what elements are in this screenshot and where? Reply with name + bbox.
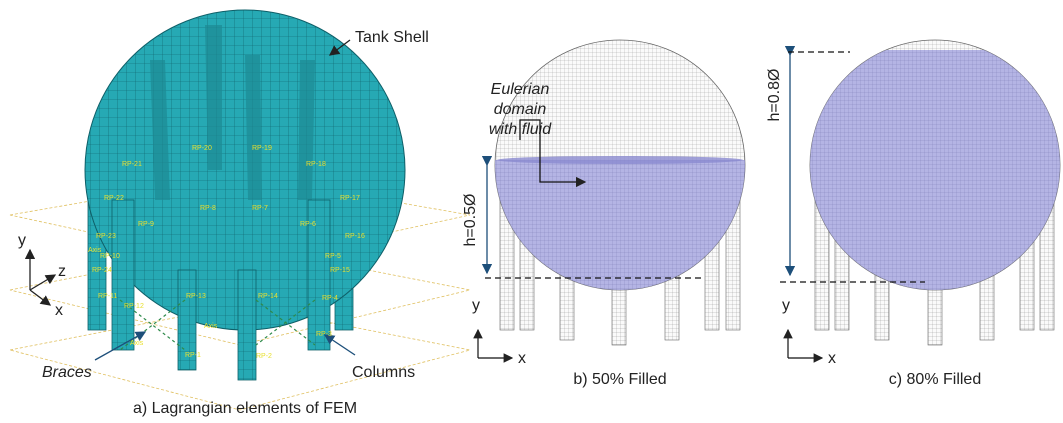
panel-c: h=0.8Ø y x c) 80% Filled [766,40,1060,388]
caption: c) 80% Filled [889,371,981,388]
reference-point-label: RP-23 [96,233,116,240]
annotation-line: Eulerian [491,81,550,98]
reference-point-label: RP-17 [340,195,360,202]
reference-point-label: RP-4 [322,295,338,302]
reference-point-label: RP-5 [325,253,341,260]
panel-b: h=0.5Ø Eulerian domain with fluid y x b)… [462,40,745,388]
reference-point-label: RP-7 [252,205,268,212]
reference-point-label: RP-9 [138,221,154,228]
axis-label: y [782,297,790,314]
axis-label: y [18,232,26,249]
reference-point-label: RP-24 [92,267,112,274]
reference-point-label: RP-22 [104,195,124,202]
reference-point-label: RP-19 [252,145,272,152]
axis-label: x [518,350,526,367]
reference-point-label: RP-14 [258,293,278,300]
reference-point-label: RP-12 [124,303,144,310]
caption: b) 50% Filled [573,371,666,388]
reference-point-label: RP-20 [192,145,212,152]
reference-point-label: RP-13 [186,293,206,300]
axis-label: x [55,302,63,319]
reference-point-label: RP-6 [300,221,316,228]
columns-label: Columns [352,364,415,381]
tank-label: Tank Shell [355,29,429,46]
axis-label: x [828,350,836,367]
figure: RP-20 RP-19 RP-21 RP-18 RP-22 RP-17 RP-8 RP-7 RP… [0,0,1063,423]
reference-point-label: Axis [204,323,218,330]
reference-point-label: RP-10 [100,253,120,260]
reference-point-label: Axis [88,247,102,254]
reference-point-label: Axis [130,340,144,347]
reference-point-label: RP-2 [256,353,272,360]
reference-point-label: RP-1 [185,352,201,359]
reference-point-label: RP-16 [345,233,365,240]
reference-point-label: RP-11 [98,293,117,300]
height-label: h=0.8Ø [766,69,783,122]
height-label: h=0.5Ø [462,194,479,247]
axis-label: z [58,263,66,280]
axis-label: y [472,297,480,314]
annotation-line: domain [494,101,547,118]
reference-point-label: RP-8 [200,205,216,212]
caption: a) Lagrangian elements of FEM [133,400,357,417]
braces-label: Braces [42,364,92,381]
reference-point-label: RP-21 [122,161,142,168]
panel-a: RP-20 RP-19 RP-21 RP-18 RP-22 RP-17 RP-8 RP-7 RP… [10,10,470,417]
reference-point-label: RP-18 [306,161,326,168]
reference-point-label: RP-15 [330,267,350,274]
reference-point-label: RP-3 [316,331,332,338]
